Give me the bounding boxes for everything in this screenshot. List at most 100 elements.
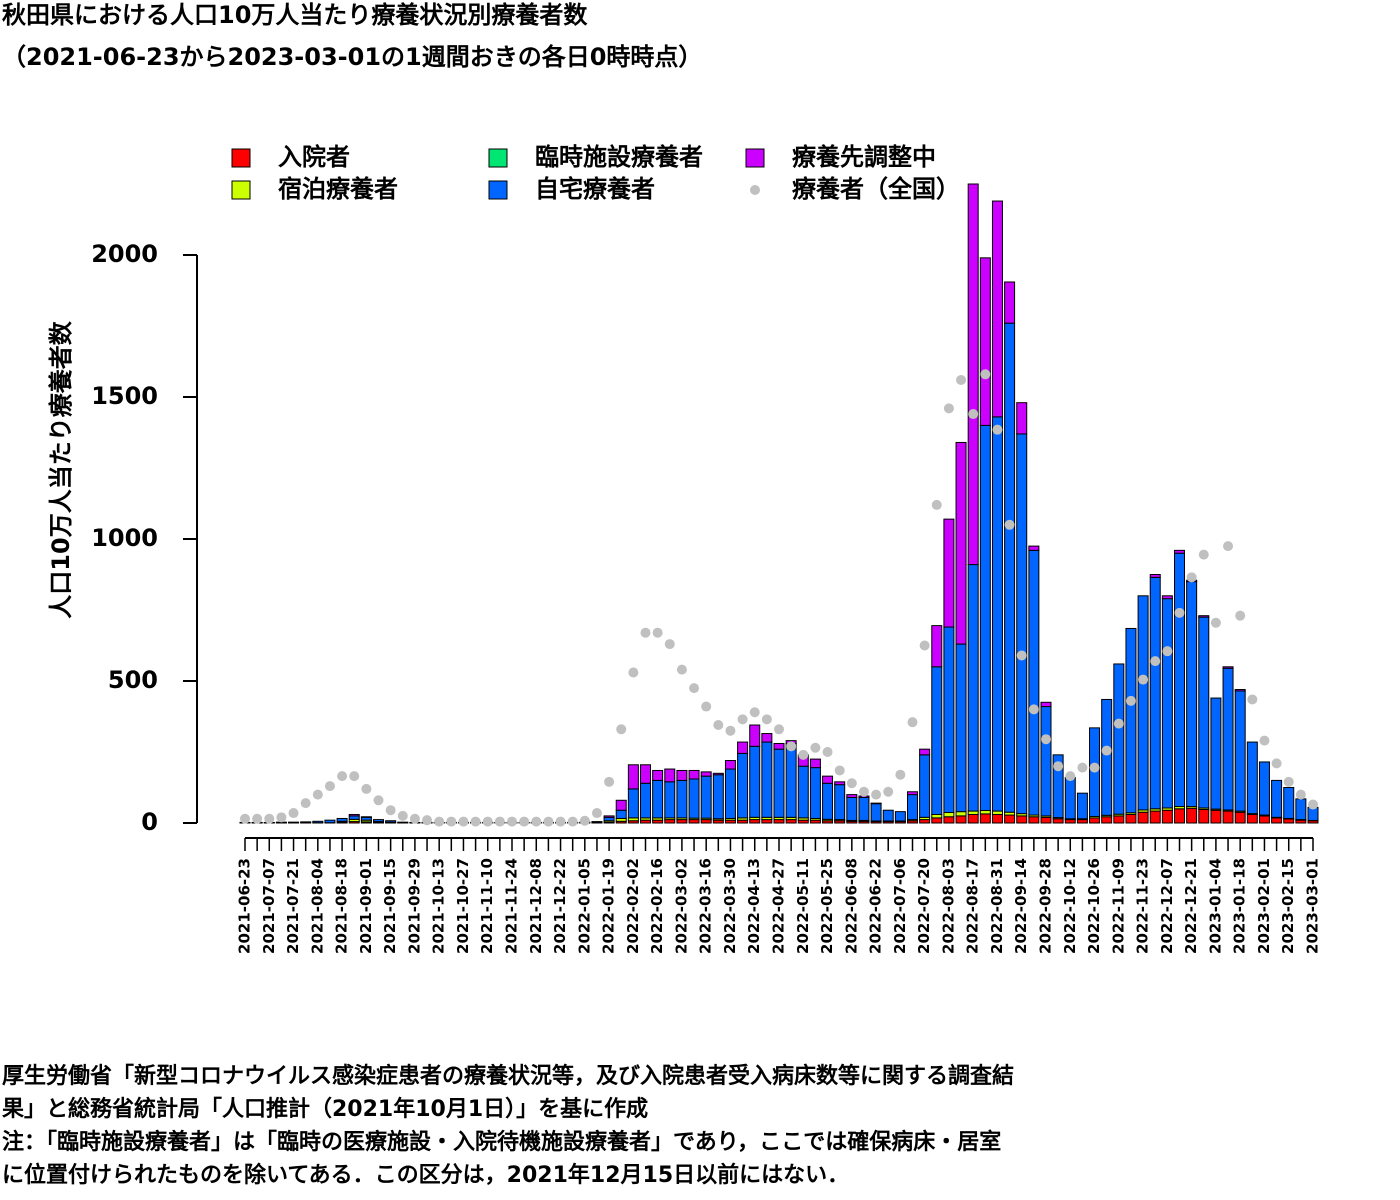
y-tick-label: 1500	[91, 382, 158, 410]
bar-segment	[979, 813, 991, 824]
point	[713, 720, 724, 731]
bar-segment	[834, 781, 846, 786]
bar-segment	[664, 819, 676, 824]
bar-segment	[712, 774, 724, 820]
bar-segment	[627, 788, 639, 819]
x-tick-label: 2021-11-24	[503, 858, 521, 954]
bar-segment	[822, 782, 834, 820]
point	[349, 771, 360, 782]
bar-segment	[797, 765, 809, 819]
y-tick-label: 0	[141, 808, 158, 836]
bar-segment	[1052, 818, 1064, 824]
point	[1223, 541, 1234, 552]
bar-segment	[749, 819, 761, 824]
bar-segment	[991, 416, 1003, 812]
point	[968, 409, 979, 420]
bar-segment	[858, 796, 870, 821]
point	[1198, 549, 1209, 560]
note: に位置付けられたものを除いてある．この区分は，2021年12月15日以前にはない…	[2, 1162, 849, 1188]
point	[1295, 789, 1306, 800]
bar-segment	[931, 666, 943, 815]
bar-segment	[700, 775, 712, 819]
x-tick-label: 2022-03-16	[697, 858, 715, 954]
point	[1101, 745, 1112, 756]
x-tick-label: 2022-02-02	[624, 858, 642, 954]
bar-segment	[955, 441, 967, 645]
bar-segment	[1040, 706, 1052, 817]
bar-segment	[1149, 810, 1161, 824]
y-tick-label: 2000	[91, 240, 158, 268]
x-tick-label: 2022-08-31	[988, 858, 1006, 954]
bar-segment	[955, 811, 967, 817]
x-tick-label: 2021-08-18	[333, 858, 351, 954]
point	[1016, 650, 1027, 661]
bar-segment	[1198, 615, 1210, 618]
bar-segment	[1161, 809, 1173, 824]
point	[1113, 718, 1124, 729]
x-tick-label: 2022-05-11	[794, 858, 812, 954]
bar-segment	[324, 819, 336, 824]
bar-segment	[1004, 814, 1016, 824]
bar-segment	[1246, 813, 1258, 824]
bar-segment	[737, 741, 749, 754]
legend-marker	[750, 185, 760, 195]
bar-segment	[749, 724, 761, 747]
bar-segment	[615, 799, 627, 811]
bar-segment	[1089, 817, 1101, 824]
bar-segment	[979, 424, 991, 812]
point	[300, 798, 311, 809]
point	[288, 808, 299, 819]
point	[1174, 607, 1185, 618]
bar-segment	[336, 817, 348, 822]
bar-segment	[1234, 811, 1246, 824]
point	[1271, 758, 1282, 769]
x-tick-label: 2022-07-20	[915, 858, 933, 954]
bar-segment	[1040, 701, 1052, 708]
bar-segment	[603, 815, 615, 818]
bar-segment	[591, 821, 603, 823]
bar-segment	[761, 733, 773, 743]
bar-segment	[931, 817, 943, 824]
point	[1259, 735, 1270, 746]
bar-segment	[1210, 809, 1222, 824]
legend-label: 宿泊療養者	[278, 175, 398, 203]
point	[1247, 694, 1258, 705]
point	[956, 374, 967, 385]
bar-segment	[724, 760, 736, 770]
point	[312, 789, 323, 800]
bar-segment	[1222, 810, 1234, 824]
bar-segment	[1016, 402, 1028, 435]
point	[1186, 572, 1197, 583]
bar-segment	[652, 769, 664, 781]
x-tick-label: 2022-06-22	[867, 858, 885, 954]
bar-segment	[712, 772, 724, 776]
bar-segment	[943, 811, 955, 818]
point	[422, 815, 433, 826]
point	[591, 808, 602, 819]
point	[579, 815, 590, 826]
bar-segment	[809, 767, 821, 819]
x-tick-label: 2021-10-27	[454, 858, 472, 954]
bar-segment	[1174, 552, 1185, 808]
bar-segment	[300, 821, 312, 824]
y-tick-label: 500	[108, 666, 158, 694]
bar-segment	[1064, 819, 1076, 824]
bar-segment	[348, 813, 360, 817]
x-tick-label: 2023-02-01	[1255, 858, 1273, 954]
point	[616, 724, 627, 735]
point	[1138, 674, 1149, 685]
point	[761, 714, 772, 725]
point	[846, 778, 857, 789]
legend-label: 療養者（全国）	[792, 175, 960, 203]
bar-segment	[1271, 817, 1283, 824]
point	[397, 810, 408, 821]
bar-segment	[1004, 281, 1016, 324]
point	[907, 717, 918, 728]
bar-segment	[785, 742, 797, 818]
point	[604, 776, 615, 787]
point	[1308, 799, 1318, 810]
bar-segment	[761, 741, 773, 818]
point	[446, 816, 457, 827]
bar-segment	[1161, 598, 1173, 809]
bar-segment	[955, 815, 967, 824]
